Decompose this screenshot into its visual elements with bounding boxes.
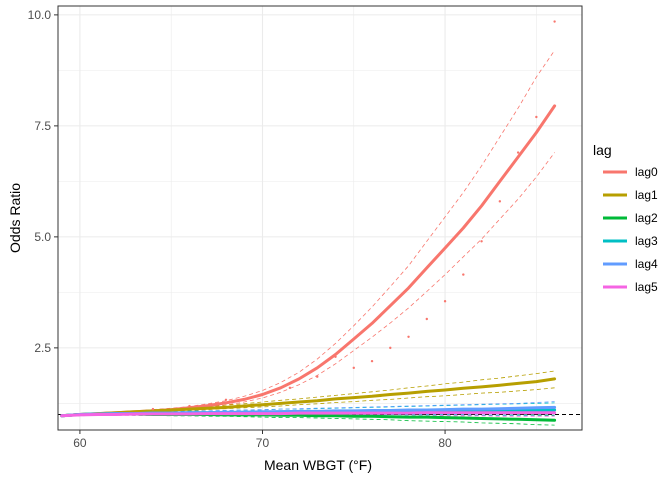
legend-label-lag5: lag5: [635, 280, 658, 294]
lag0-point: [389, 346, 392, 350]
lag0-point: [462, 273, 465, 276]
lag3-upper-ci: [61, 402, 555, 416]
lag2-lower-ci: [61, 414, 555, 426]
lag0-point: [535, 115, 538, 119]
x-tick-label: 80: [438, 436, 452, 450]
legend-label-lag1: lag1: [635, 188, 658, 202]
plot-panel: [57, 5, 583, 431]
legend-label-lag0: lag0: [635, 165, 658, 179]
lag0-point: [516, 151, 520, 154]
legend: lag lag0 lag1 lag2 lag3 lag4 lag5: [593, 142, 658, 294]
lag0-point: [370, 359, 374, 363]
lag0-point: [352, 366, 355, 370]
legend-title: lag: [593, 142, 612, 158]
lag0-point: [334, 355, 337, 358]
y-tick-label: 5.0: [34, 230, 51, 244]
y-axis: 2.5 5.0 7.5 10.0: [28, 8, 58, 355]
grid: [58, 6, 582, 430]
y-tick-label: 2.5: [34, 341, 51, 355]
y-axis-title: Odds Ratio: [7, 183, 23, 253]
x-axis: 60 70 80: [73, 430, 452, 450]
lag0-point: [480, 240, 483, 243]
lag0-point: [151, 407, 155, 411]
lag5-line: [60, 411, 557, 418]
series-lines: [60, 104, 557, 422]
lag0-point: [316, 375, 319, 378]
lag0-point: [443, 300, 447, 303]
y-tick-label: 10.0: [28, 8, 52, 22]
lag0-point: [188, 404, 191, 408]
legend-label-lag2: lag2: [635, 211, 658, 225]
lag0-upper-ci: [61, 50, 555, 416]
plot-border: [57, 5, 583, 431]
x-axis-title: Mean WBGT (°F): [264, 457, 372, 473]
lag0-point: [407, 335, 410, 338]
lag0-lower-ci: [61, 152, 555, 418]
legend-label-lag4: lag4: [635, 257, 658, 271]
lag0-point: [425, 317, 429, 321]
lag0-point: [498, 200, 502, 203]
lag4-upper-ci: [61, 401, 555, 416]
lag0-point: [224, 398, 228, 402]
x-tick-label: 60: [73, 436, 87, 450]
scatter-points: [151, 20, 556, 411]
lag1-line: [60, 377, 557, 418]
x-tick-label: 70: [256, 436, 270, 450]
y-tick-label: 7.5: [34, 119, 51, 133]
lag0-point: [553, 20, 556, 23]
lag0-point: [288, 386, 292, 390]
lag1-upper-ci: [61, 370, 555, 416]
legend-label-lag3: lag3: [635, 234, 658, 248]
lag1-lower-ci: [61, 387, 555, 418]
lag0-point: [261, 393, 264, 396]
